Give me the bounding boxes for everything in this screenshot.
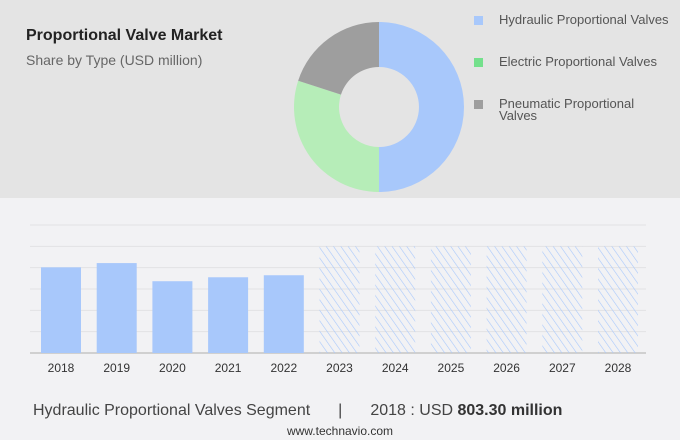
forecast-bar xyxy=(319,246,360,353)
bar xyxy=(263,275,304,353)
bar xyxy=(208,277,249,353)
chart-subtitle: Share by Type (USD million) xyxy=(26,52,203,68)
legend-swatch xyxy=(474,58,483,67)
x-tick-label: 2024 xyxy=(382,361,409,375)
x-tick-label: 2022 xyxy=(270,361,297,375)
x-tick-label: 2028 xyxy=(605,361,632,375)
x-tick-label: 2019 xyxy=(103,361,130,375)
forecast-bar xyxy=(542,246,583,353)
forecast-bar xyxy=(598,246,638,353)
segment-value: 803.30 million xyxy=(457,402,563,419)
legend-label: Pneumatic Proportional Valves xyxy=(499,96,635,123)
segment-label: Hydraulic Proportional Valves Segment xyxy=(33,402,311,419)
legend-item: Pneumatic Proportional Valves xyxy=(474,96,669,123)
bar xyxy=(152,281,193,353)
legend-label: Hydraulic Proportional Valves xyxy=(499,12,669,27)
footer-summary: Hydraulic Proportional Valves Segment | 20… xyxy=(33,402,562,420)
x-tick-label: 2026 xyxy=(493,361,520,375)
year-label: 2018 : USD xyxy=(370,402,458,419)
forecast-bar xyxy=(486,246,527,353)
bar xyxy=(41,267,81,353)
legend-item: Hydraulic Proportional Valves xyxy=(474,12,669,27)
separator: | xyxy=(338,402,343,419)
x-tick-label: 2021 xyxy=(215,361,242,375)
donut-slice xyxy=(379,22,464,192)
donut-slice xyxy=(298,22,379,95)
forecast-bar xyxy=(430,246,471,353)
legend-swatch xyxy=(474,16,483,25)
donut-chart xyxy=(294,22,464,192)
source-url: www.technavio.com xyxy=(286,424,394,438)
legend-item: Electric Proportional Valves xyxy=(474,54,669,69)
x-tick-label: 2018 xyxy=(48,361,75,375)
legend-label: Electric Proportional Valves xyxy=(499,54,657,69)
donut-slice xyxy=(294,80,379,192)
x-tick-label: 2027 xyxy=(549,361,576,375)
forecast-bar xyxy=(375,246,416,353)
bar-chart: 2018 2019 2020 2021 2022 2023 2024 2025 2026 2027… xyxy=(30,224,646,375)
x-tick-label: 2025 xyxy=(438,361,465,375)
bar xyxy=(96,263,137,353)
x-tick-label: 2020 xyxy=(159,361,186,375)
x-tick-label: 2023 xyxy=(326,361,353,375)
legend-swatch xyxy=(474,100,483,109)
chart-title: Proportional Valve Market xyxy=(26,27,223,44)
